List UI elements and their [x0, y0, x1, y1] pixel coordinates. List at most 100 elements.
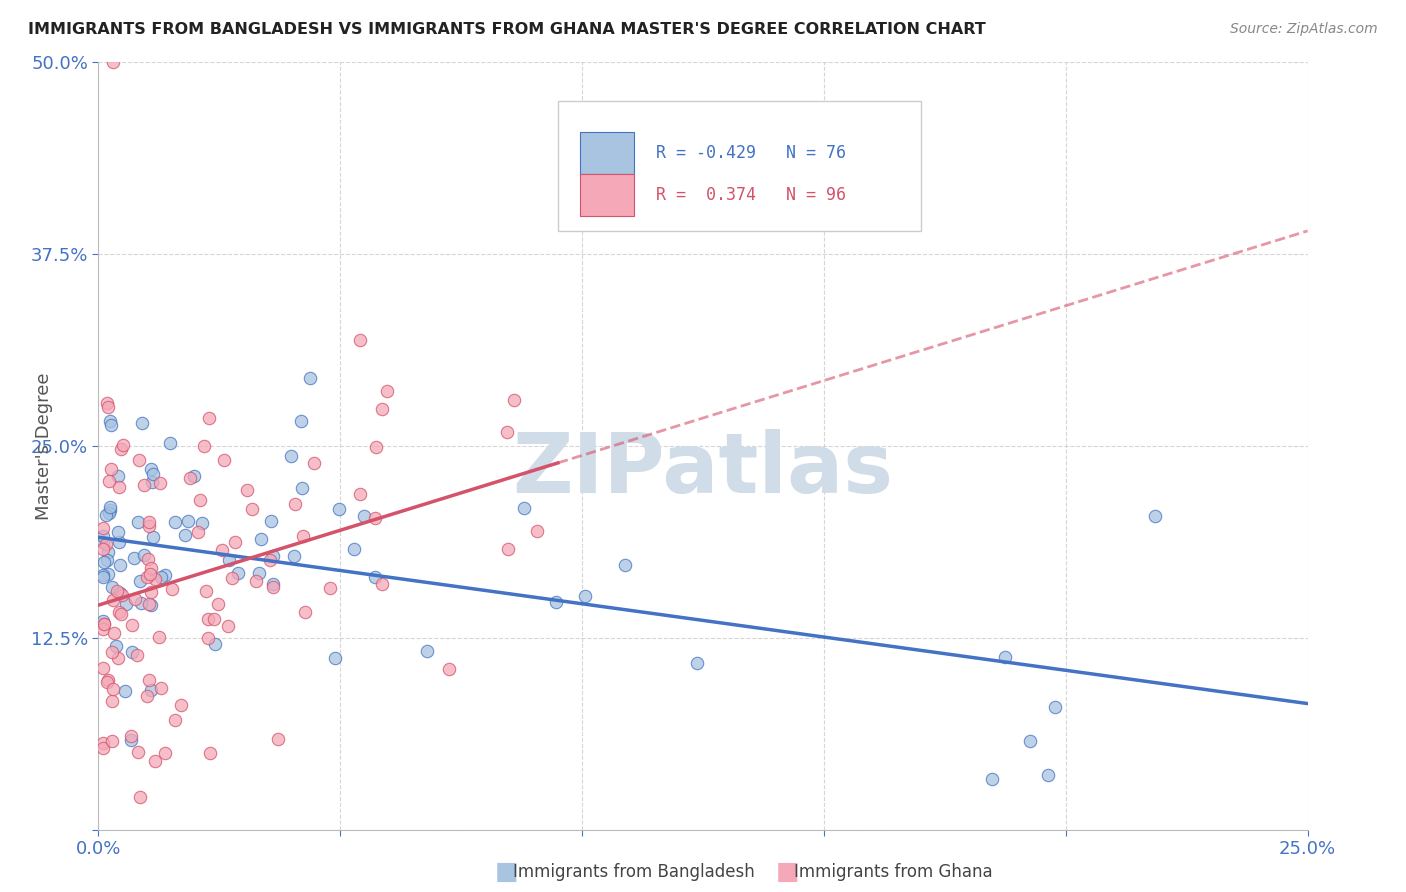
Point [101, 733, 124, 747]
Point [176, 514, 198, 528]
Point [139, 585, 162, 599]
Point [129, 789, 152, 804]
Point [134, 548, 156, 562]
Point [503, 392, 526, 407]
Point [370, 577, 392, 591]
Point [108, 534, 131, 549]
Point [250, 532, 273, 546]
Text: Immigrants from Ghana: Immigrants from Ghana [794, 863, 993, 881]
Point [108, 585, 131, 599]
Point [1019, 734, 1042, 748]
Point [187, 524, 209, 539]
Point [236, 483, 259, 498]
Point [371, 401, 394, 416]
Point [349, 333, 371, 347]
Point [686, 656, 709, 670]
Point [107, 524, 129, 539]
Point [298, 370, 321, 384]
Point [91, 521, 114, 535]
Point [179, 471, 201, 485]
Point [574, 589, 596, 603]
Point [439, 662, 461, 676]
Point [97, 474, 120, 488]
Point [495, 425, 517, 440]
Point [160, 582, 183, 597]
Text: Source: ZipAtlas.com: Source: ZipAtlas.com [1230, 22, 1378, 37]
Point [139, 566, 162, 581]
Point [294, 605, 316, 619]
Point [143, 572, 166, 586]
Point [150, 570, 173, 584]
Point [416, 644, 439, 658]
Point [135, 570, 157, 584]
Text: ZIPatlas: ZIPatlas [513, 428, 893, 509]
Point [94, 537, 117, 551]
Point [211, 543, 233, 558]
Point [103, 682, 125, 697]
Point [98, 503, 121, 517]
Point [114, 684, 136, 698]
Point [97, 673, 120, 687]
Point [143, 755, 166, 769]
Point [544, 595, 567, 609]
Point [994, 649, 1017, 664]
Point [245, 574, 267, 589]
Bar [579, 174, 634, 216]
Point [101, 593, 124, 607]
Point [101, 580, 124, 594]
Point [138, 518, 160, 533]
Point [100, 645, 122, 659]
Text: Immigrants from Bangladesh: Immigrants from Bangladesh [513, 863, 755, 881]
Point [150, 681, 173, 695]
Point [224, 534, 246, 549]
Point [195, 583, 218, 598]
Point [91, 741, 114, 756]
Point [155, 568, 177, 582]
Point [111, 438, 134, 452]
Point [328, 502, 350, 516]
Text: R =  0.374   N = 96: R = 0.374 N = 96 [655, 186, 846, 203]
Text: R = -0.429   N = 76: R = -0.429 N = 76 [655, 144, 846, 162]
Point [93, 555, 115, 569]
Point [1036, 768, 1059, 782]
Point [107, 480, 129, 494]
Point [226, 566, 249, 581]
Point [614, 558, 637, 572]
Point [197, 631, 219, 645]
Point [204, 636, 226, 650]
Point [107, 584, 129, 599]
Point [153, 746, 176, 760]
Bar [579, 132, 634, 174]
Point [149, 475, 172, 490]
Point [259, 553, 281, 567]
Point [375, 384, 398, 398]
Point [183, 468, 205, 483]
Point [103, 626, 125, 640]
Text: IMMIGRANTS FROM BANGLADESH VS IMMIGRANTS FROM GHANA MASTER'S DEGREE CORRELATION : IMMIGRANTS FROM BANGLADESH VS IMMIGRANTS… [28, 22, 986, 37]
Point [114, 597, 136, 611]
Point [343, 541, 366, 556]
Point [513, 501, 536, 516]
Point [193, 439, 215, 453]
FancyBboxPatch shape [558, 101, 921, 231]
Point [1143, 508, 1166, 523]
Point [207, 597, 229, 611]
Point [122, 550, 145, 565]
Point [141, 475, 163, 489]
Point [121, 618, 143, 632]
Point [107, 469, 129, 483]
Point [349, 487, 371, 501]
Point [141, 462, 163, 476]
Point [127, 745, 149, 759]
Point [100, 418, 122, 433]
Point [120, 729, 142, 743]
Point [262, 577, 284, 591]
Point [174, 528, 197, 542]
Point [91, 541, 114, 556]
Point [526, 524, 548, 538]
Point [188, 492, 211, 507]
Point [198, 746, 221, 760]
Point [284, 497, 307, 511]
Point [138, 597, 160, 611]
Point [148, 630, 170, 644]
